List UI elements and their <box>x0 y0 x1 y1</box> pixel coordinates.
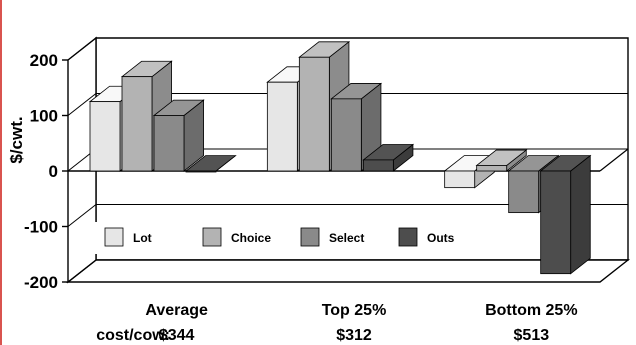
y-tick-wall-line <box>67 93 97 116</box>
legend-label: Choice <box>231 231 271 245</box>
y-tick-wall-line <box>67 37 97 61</box>
y-tick-label: 100 <box>30 107 58 126</box>
bar-outs-1 <box>362 159 394 172</box>
bar-select-0 <box>153 115 185 172</box>
y-tick-label: -100 <box>24 218 58 237</box>
category-label: Top 25% <box>322 302 387 319</box>
legend-label: Lot <box>133 231 152 245</box>
bar-lot-1 <box>266 81 298 172</box>
bar-outs-2 <box>540 170 572 275</box>
y-tick-wall-line <box>67 204 97 227</box>
legend-swatch-select <box>300 227 320 247</box>
bar-select-1 <box>330 98 362 172</box>
category-label: Bottom 25% <box>485 302 577 319</box>
bar-choice-0 <box>121 76 153 172</box>
bar-select-2 <box>508 170 540 214</box>
bar-outs-0 <box>185 170 217 173</box>
y-tick-label: 200 <box>30 51 58 70</box>
bar-choice-2 <box>476 165 508 172</box>
cost-value: $312 <box>336 327 372 344</box>
bar-choice-1 <box>298 56 330 172</box>
cost-row-label: cost/cow: <box>96 327 170 344</box>
y-tick-label: -200 <box>24 273 58 292</box>
legend-label: Select <box>329 231 364 245</box>
left-border-line <box>0 0 2 345</box>
legend-box <box>95 222 495 254</box>
cost-value: $513 <box>514 327 550 344</box>
labels-group: 200 100 0 -100 -200 $/cwt. Average $344 Top 25% $… <box>7 51 578 344</box>
y-tick-wall-line <box>67 259 97 283</box>
legend-swatch-lot <box>104 227 124 247</box>
zero-baseline-side <box>599 148 629 172</box>
bar-lot-2 <box>444 170 476 189</box>
legend: Lot Choice Select Outs <box>95 222 495 254</box>
y-axis-label: $/cwt. <box>7 116 26 163</box>
bar-side-face <box>570 154 591 275</box>
legend-label: Outs <box>427 231 455 245</box>
y-tick-label: 0 <box>49 162 58 181</box>
legend-swatch-outs <box>398 227 418 247</box>
bars-group <box>88 41 592 275</box>
cost-value: $344 <box>159 327 195 344</box>
legend-swatch-choice <box>202 227 222 247</box>
category-label: Average <box>145 302 208 319</box>
bar-lot-0 <box>89 101 121 172</box>
